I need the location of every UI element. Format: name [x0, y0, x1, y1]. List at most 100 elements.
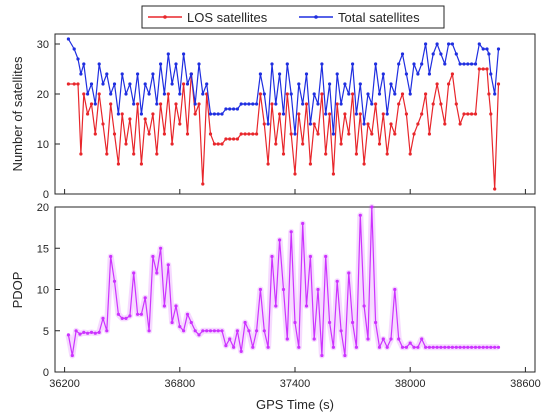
bottom-series-0-point-30	[182, 329, 186, 333]
top-series-0-point-89	[408, 152, 412, 156]
top-series-1-point-86	[397, 62, 401, 66]
bottom-series-0-point-93	[424, 345, 428, 349]
top-series-1-point-67	[324, 112, 328, 116]
top-series-1-point-19	[139, 112, 143, 116]
bottom-y-tick-label-2: 10	[37, 285, 49, 297]
top-series-0-point-109	[485, 67, 489, 71]
top-series-0-point-64	[312, 122, 316, 126]
legend-los-marker	[163, 15, 167, 19]
bottom-series-0-point-78	[366, 337, 370, 341]
top-series-1-point-95	[431, 52, 435, 56]
top-series-0-point-92	[420, 112, 424, 116]
top-series-0-point-4	[82, 92, 86, 96]
top-series-0-point-112	[493, 187, 497, 191]
bottom-series-0-point-22	[151, 254, 155, 259]
top-series-1-point-37	[208, 112, 213, 116]
bottom-series-0-point-15	[124, 316, 128, 320]
top-series-1-point-57	[285, 62, 289, 66]
top-series-0-point-56	[281, 152, 286, 156]
top-series-1-point-107	[477, 42, 481, 46]
top-series-1-point-68	[328, 82, 332, 86]
top-series-1-point-70	[335, 72, 339, 76]
bottom-series-0-point-52	[266, 345, 270, 349]
top-series-1-point-79	[370, 102, 374, 106]
bottom-series-0-point-36	[205, 329, 209, 333]
top-series-1-point-83	[385, 112, 389, 116]
bottom-series-0-point-73	[347, 271, 351, 275]
top-series-0-point-38	[212, 142, 216, 146]
bottom-series-0-point-6	[89, 330, 94, 334]
top-series-0-point-84	[389, 122, 393, 126]
bottom-series-0-point-67	[324, 254, 328, 259]
top-series-0-point-107	[477, 67, 481, 71]
top-series-1-point-25	[162, 92, 166, 96]
top-series-0-point-97	[439, 102, 443, 106]
bottom-series-0-point-59	[293, 320, 297, 325]
top-series-0-point-8	[97, 92, 101, 96]
bottom-series-0-point-2	[74, 329, 78, 333]
top-series-1-point-63	[308, 122, 312, 126]
bottom-series-0-point-16	[128, 314, 132, 318]
top-series-1-point-47	[247, 102, 251, 106]
bottom-y-tick-label-0: 0	[43, 367, 49, 379]
bottom-series-0-point-47	[247, 329, 251, 333]
bottom-series-0-point-107	[477, 345, 481, 349]
top-series-1-point-96	[435, 42, 439, 46]
top-series-0-point-35	[201, 182, 205, 186]
top-series-0-point-30	[182, 82, 186, 86]
bottom-series-0-point-88	[404, 345, 408, 349]
top-series-0-point-66	[320, 92, 324, 96]
top-series-1-point-106	[473, 62, 478, 66]
bottom-series-0-point-14	[120, 316, 124, 320]
top-series-0-point-26	[166, 92, 170, 96]
bottom-x-tick-label-0: 36200	[49, 378, 80, 390]
top-series-0-point-61	[301, 142, 305, 146]
top-series-1-point-43	[232, 107, 236, 111]
bottom-series-0-point-110	[489, 345, 493, 349]
top-series-1-point-64	[312, 92, 316, 96]
top-series-1-point-105	[470, 62, 474, 66]
bottom-series-0-point-81	[377, 345, 382, 349]
bottom-series-0-point-11	[109, 254, 113, 259]
top-series-1-point-77	[362, 122, 366, 126]
top-series-0-point-3	[79, 152, 83, 156]
bottom-series-0-point-0	[66, 333, 70, 337]
bottom-series-0-point-34	[197, 333, 201, 337]
bottom-series-0-point-77	[362, 304, 366, 308]
top-series-0-point-41	[224, 137, 228, 141]
top-series-0-point-93	[424, 92, 428, 96]
top-series-0-point-1	[72, 82, 76, 86]
top-series-1-point-56	[281, 112, 286, 116]
top-series-0-point-58	[289, 132, 293, 136]
top-series-1-point-54	[274, 102, 278, 106]
top-series-1-point-18	[136, 72, 140, 76]
top-series-0-point-59	[293, 172, 297, 176]
top-series-0-point-15	[124, 142, 128, 146]
top-series-0-point-67	[324, 152, 328, 156]
top-series-0-point-100	[450, 72, 454, 76]
bottom-series-0-point-87	[400, 345, 405, 349]
top-series-0-point-63	[308, 162, 312, 166]
legend-box	[141, 5, 445, 29]
top-series-0-point-47	[247, 132, 251, 136]
top-series-1-point-74	[351, 62, 355, 66]
top-series-0-point-40	[220, 142, 224, 146]
top-series-1-point-8	[97, 62, 101, 66]
top-series-0-point-75	[354, 152, 358, 156]
top-y-axis-label: Number of satellites	[10, 56, 25, 171]
top-series-0-point-43	[232, 137, 236, 141]
top-series-0-point-51	[262, 122, 266, 126]
top-series-0-point-50	[258, 92, 262, 96]
top-series-1-point-87	[400, 52, 405, 56]
top-x-axis	[64, 189, 526, 194]
top-series-1-point-108	[481, 47, 485, 51]
top-series-0-point-55	[278, 112, 282, 116]
top-y-tick-label-0: 0	[43, 189, 49, 201]
bottom-series-0-point-4	[82, 330, 86, 334]
bottom-series-0-point-98	[443, 345, 447, 349]
top-series-1-point-69	[331, 132, 335, 136]
top-series-1-point-42	[228, 107, 232, 111]
legend-total-label: Total satellites	[338, 10, 420, 25]
